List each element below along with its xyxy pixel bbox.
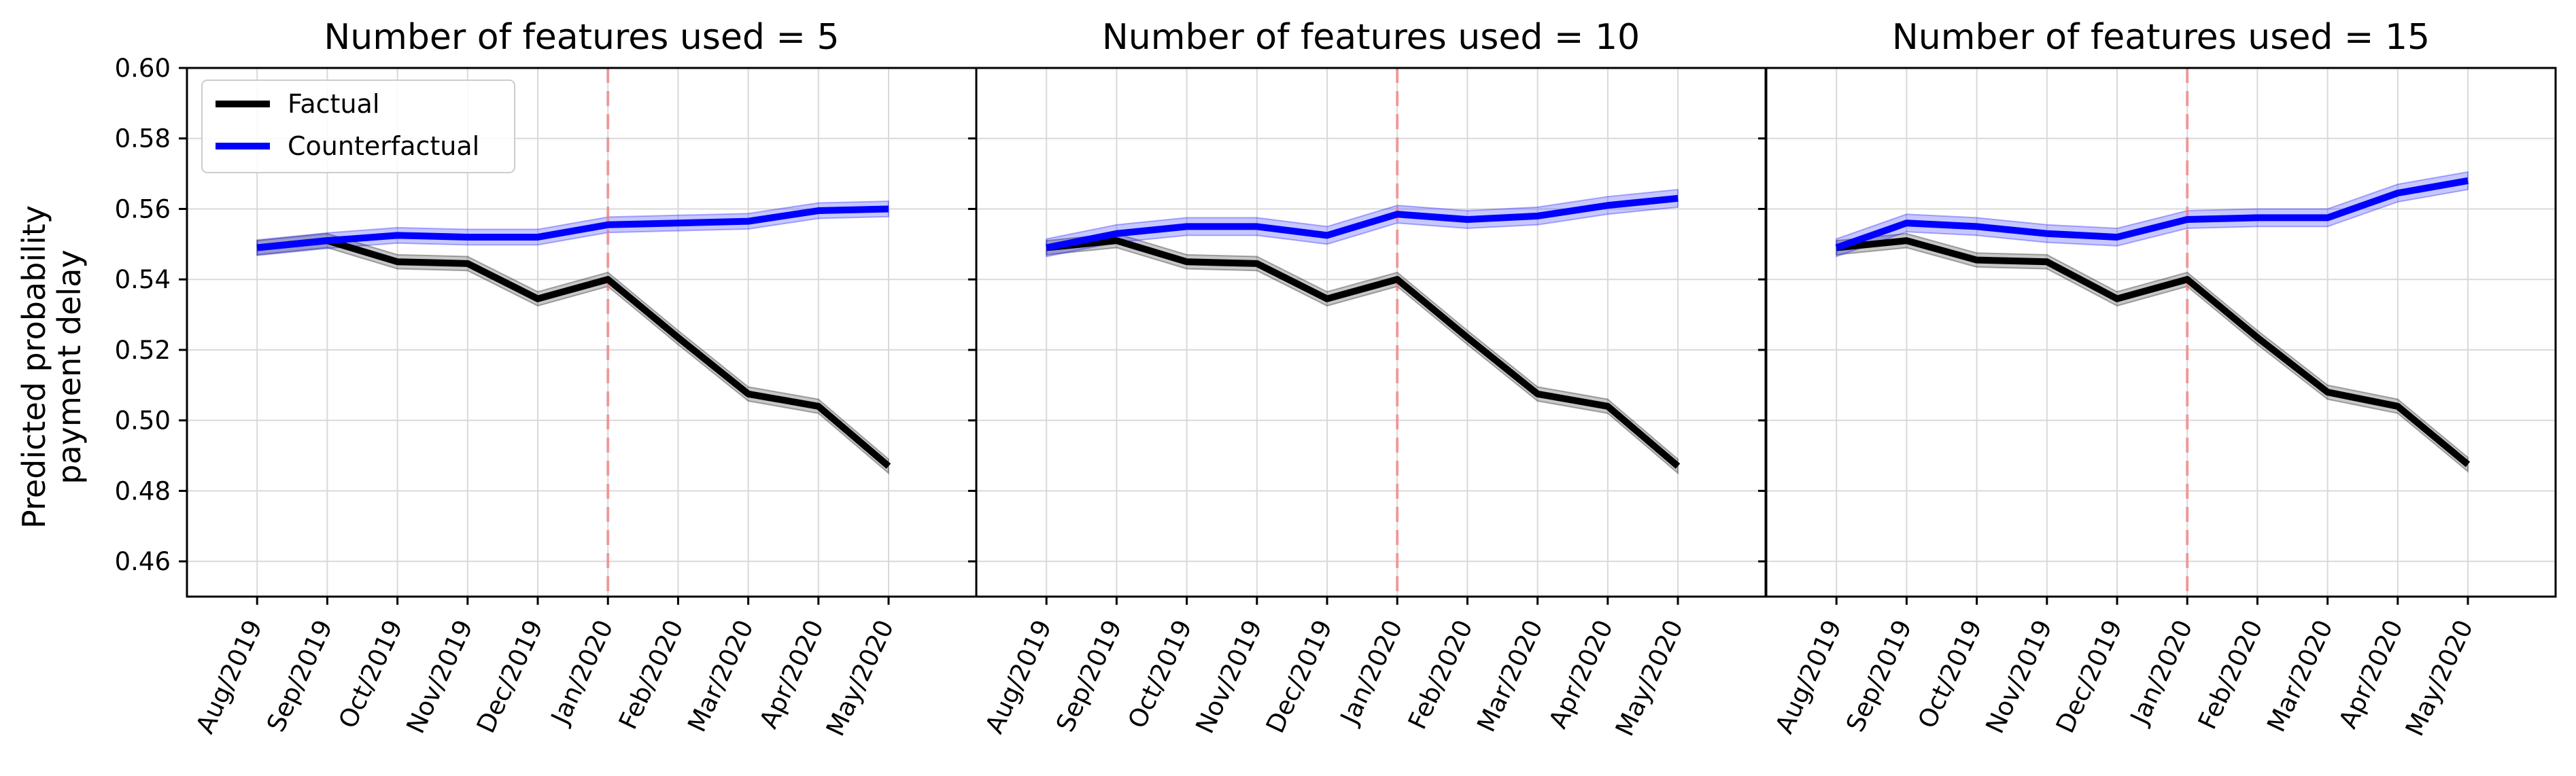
x-tick-label: Aug/2019 — [980, 616, 1058, 738]
y-tick-label: 0.52 — [115, 336, 171, 365]
x-tick-label: Nov/2019 — [400, 616, 479, 738]
chart-title: Number of features used = 5 — [324, 17, 839, 58]
y-tick-label: 0.46 — [115, 547, 171, 576]
x-tick-label: Sep/2019 — [1840, 616, 1918, 737]
chart-title: Number of features used = 15 — [1892, 17, 2430, 58]
x-tick-label: Apr/2020 — [1543, 616, 1619, 733]
y-axis-label-line2: payment delay — [51, 249, 88, 484]
x-tick-label: May/2020 — [1610, 616, 1689, 741]
x-tick-label: Feb/2020 — [613, 616, 689, 734]
x-tick-label: Oct/2019 — [1912, 616, 1988, 733]
x-tick-label: Oct/2019 — [333, 616, 409, 733]
x-tick-label: Oct/2019 — [1122, 616, 1198, 733]
y-axis-label-line1: Predicted probability — [16, 205, 52, 529]
plot-frame — [1765, 67, 2557, 598]
x-tick-label: Jan/2020 — [545, 616, 619, 730]
chart-panels: 0.46 0.48 0.50 0.52 0.54 0.56 0.58 0.60 Aug/2019… — [115, 17, 2557, 741]
legend-label-counterfactual: Counterfactual — [288, 131, 479, 161]
grid — [976, 67, 1766, 597]
plot-frame — [975, 67, 1767, 598]
x-tick-label: Aug/2019 — [190, 616, 269, 738]
x-tick-label: Mar/2020 — [1471, 616, 1549, 737]
x-tick-label: May/2020 — [821, 616, 899, 741]
y-tick-label: 0.58 — [115, 124, 171, 154]
chart-panel-2: Aug/2019Sep/2019Oct/2019Nov/2019Dec/2019… — [968, 17, 1767, 741]
y-tick-label: 0.54 — [115, 265, 171, 294]
y-tick-label: 0.60 — [115, 54, 171, 83]
counterfactual-series-line — [256, 205, 889, 251]
y-tick-label: 0.48 — [115, 476, 171, 506]
y-axis-label: Predicted probability payment delay — [16, 205, 88, 529]
x-tick-label: Sep/2019 — [1050, 616, 1128, 737]
x-tick-label: Apr/2020 — [2333, 616, 2409, 733]
x-tick-label: Dec/2019 — [471, 616, 549, 738]
x-tick-label: Jan/2020 — [2124, 616, 2198, 730]
x-tick-label: Nov/2019 — [1980, 616, 2058, 738]
x-tick-label: Apr/2020 — [754, 616, 829, 733]
x-tick-label: Jan/2020 — [1334, 616, 1408, 730]
x-tick-label: Feb/2020 — [1403, 616, 1479, 734]
chart-panel-1: 0.46 0.48 0.50 0.52 0.54 0.56 0.58 0.60 Aug/2019… — [115, 17, 978, 741]
factual-series-line — [1836, 237, 2471, 468]
x-tick-label: Feb/2020 — [2193, 616, 2269, 734]
x-tick-label: May/2020 — [2400, 616, 2479, 741]
factual-series-line — [1046, 237, 1681, 469]
x-tick-label: Mar/2020 — [2261, 616, 2339, 737]
y-tick-label: 0.50 — [115, 406, 171, 436]
x-tick-label: Mar/2020 — [682, 616, 759, 737]
x-tick-label: Sep/2019 — [261, 616, 339, 737]
chart-title: Number of features used = 10 — [1102, 17, 1640, 58]
x-tick-label: Aug/2019 — [1770, 616, 1848, 738]
factual-confidence-band — [1836, 232, 2469, 474]
x-tick-label: Dec/2019 — [2050, 616, 2128, 738]
counterfactual-series-line — [1835, 177, 2469, 251]
counterfactual-confidence-band — [1836, 171, 2469, 258]
legend-box — [201, 80, 515, 173]
legend: Factual Counterfactual — [201, 80, 515, 173]
factual-confidence-band — [256, 232, 889, 475]
counterfactual-series-line — [1046, 194, 1679, 251]
x-tick-label: Dec/2019 — [1260, 616, 1338, 738]
chart-panel-3: Aug/2019Sep/2019Oct/2019Nov/2019Dec/2019… — [1758, 17, 2557, 741]
factual-series-line — [256, 237, 891, 469]
legend-label-factual: Factual — [288, 89, 379, 119]
factual-confidence-band — [1046, 232, 1679, 475]
y-tick-label: 0.56 — [115, 194, 171, 224]
grid — [1766, 67, 2556, 597]
x-tick-label: Nov/2019 — [1190, 616, 1268, 738]
